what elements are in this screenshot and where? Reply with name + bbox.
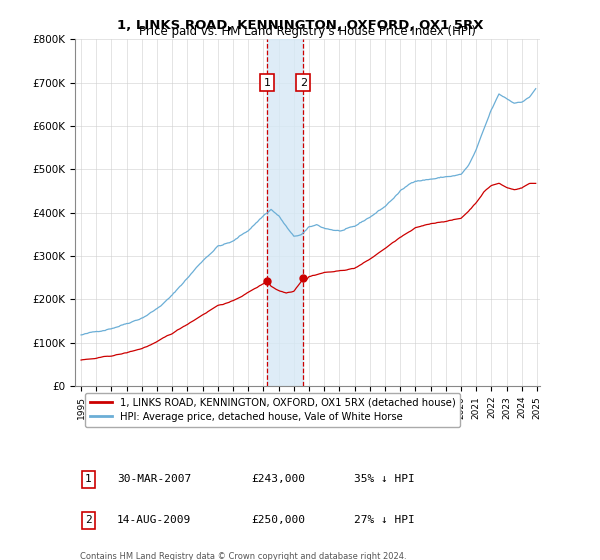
Title: Price paid vs. HM Land Registry's House Price Index (HPI): Price paid vs. HM Land Registry's House … — [139, 25, 476, 38]
Text: 1: 1 — [85, 474, 91, 484]
Text: Contains HM Land Registry data © Crown copyright and database right 2024.
This d: Contains HM Land Registry data © Crown c… — [80, 552, 406, 560]
Text: 27% ↓ HPI: 27% ↓ HPI — [354, 515, 415, 525]
Bar — [267, 39, 303, 386]
Text: 30-MAR-2007: 30-MAR-2007 — [117, 474, 191, 484]
Text: 1, LINKS ROAD, KENNINGTON, OXFORD, OX1 5RX: 1, LINKS ROAD, KENNINGTON, OXFORD, OX1 5… — [117, 18, 483, 32]
Text: 1: 1 — [263, 78, 271, 87]
Text: 14-AUG-2009: 14-AUG-2009 — [117, 515, 191, 525]
Text: 35% ↓ HPI: 35% ↓ HPI — [354, 474, 415, 484]
Legend: 1, LINKS ROAD, KENNINGTON, OXFORD, OX1 5RX (detached house), HPI: Average price,: 1, LINKS ROAD, KENNINGTON, OXFORD, OX1 5… — [85, 393, 460, 427]
Text: £243,000: £243,000 — [252, 474, 306, 484]
Text: 2: 2 — [85, 515, 91, 525]
Text: 2: 2 — [299, 78, 307, 87]
Text: £250,000: £250,000 — [252, 515, 306, 525]
